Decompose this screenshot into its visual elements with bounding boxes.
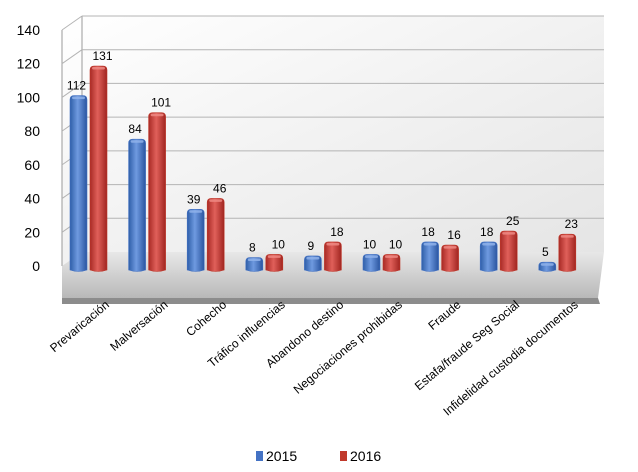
data-label-2016: 18 bbox=[330, 225, 344, 239]
data-label-2016: 101 bbox=[151, 96, 171, 110]
legend-label: 2015 bbox=[266, 448, 297, 464]
data-label-2016: 16 bbox=[447, 228, 461, 242]
bar-2016-fraude bbox=[441, 244, 459, 272]
bar-2016-negociaciones-prohibidas bbox=[382, 254, 401, 272]
gridline-side-100 bbox=[61, 83, 83, 98]
data-label-2015: 5 bbox=[542, 245, 549, 259]
bar-2016-malversacion bbox=[148, 112, 166, 272]
y-tick-label: 40 bbox=[24, 191, 40, 207]
y-tick-label: 60 bbox=[24, 157, 40, 173]
category-label-malversacion: Malversación bbox=[107, 298, 170, 354]
bar-2016-infidelidad-custodia-documentos bbox=[558, 233, 577, 272]
bar-2015-infidelidad-custodia-documentos bbox=[538, 261, 557, 272]
data-label-2016: 10 bbox=[389, 237, 403, 251]
data-label-2016: 23 bbox=[565, 217, 579, 231]
category-label-negociaciones-prohibidas: Negociaciones prohibidas bbox=[291, 298, 405, 397]
data-label-2016: 10 bbox=[272, 237, 286, 251]
legend-item-2016: 2016 bbox=[340, 448, 381, 464]
y-tick-label: 140 bbox=[17, 22, 41, 38]
data-label-2015: 112 bbox=[67, 79, 86, 93]
data-label-2016: 131 bbox=[92, 49, 112, 63]
data-labels: 112 131 84 101 39 46 8 10 9 18 10 10 18 16 18 25 5 23 bbox=[67, 49, 578, 259]
data-label-2015: 9 bbox=[308, 239, 315, 253]
bar-2015-negociaciones-prohibidas bbox=[362, 254, 381, 272]
y-axis-ticks: 0 20 40 60 80 100 120 140 bbox=[17, 22, 41, 274]
data-label-2016: 46 bbox=[213, 181, 227, 195]
bar-2016-cohecho bbox=[206, 198, 225, 272]
data-label-2015: 10 bbox=[363, 237, 377, 251]
y-tick-label: 80 bbox=[24, 123, 40, 139]
y-tick-label: 100 bbox=[17, 89, 41, 105]
legend-item-2015: 2015 bbox=[256, 448, 297, 464]
data-label-2015: 39 bbox=[187, 192, 201, 206]
gridline-side-140 bbox=[61, 15, 83, 31]
bar-2015-malversacion bbox=[128, 138, 146, 272]
y-tick-label: 0 bbox=[32, 258, 40, 274]
bar-2015-estafa-fraude-seg-social bbox=[479, 241, 498, 272]
bar-2016-trafico-influencias bbox=[265, 254, 284, 272]
bar-2015-prevaricacion bbox=[69, 95, 88, 272]
data-label-2015: 18 bbox=[480, 225, 494, 239]
data-label-2015: 18 bbox=[421, 225, 435, 239]
bars bbox=[69, 65, 577, 272]
data-label-2015: 8 bbox=[249, 241, 256, 255]
bar-2015-abandono-destino bbox=[304, 255, 322, 272]
category-label-prevaricacion: Prevaricación bbox=[47, 298, 112, 355]
bar-2015-cohecho bbox=[186, 208, 205, 272]
y-tick-label: 120 bbox=[17, 56, 41, 72]
legend-label: 2016 bbox=[350, 448, 381, 464]
category-label-estafa-fraude-seg-social: Estafa/fraude Seg Social bbox=[412, 298, 522, 394]
bar-2016-prevaricacion bbox=[89, 65, 108, 272]
bar-2016-abandono-destino bbox=[324, 241, 342, 272]
bar-2015-fraude bbox=[421, 241, 439, 272]
data-label-2015: 84 bbox=[128, 122, 142, 136]
y-tick-label: 20 bbox=[24, 224, 40, 240]
legend-swatch bbox=[256, 451, 263, 461]
legend: 2015 2016 bbox=[256, 448, 381, 464]
data-label-2016: 25 bbox=[506, 214, 520, 228]
gridline-side-120 bbox=[61, 49, 83, 65]
bar-2016-estafa-fraude-seg-social bbox=[499, 230, 518, 272]
bar-2015-trafico-influencias bbox=[245, 257, 264, 272]
legend-swatch bbox=[340, 451, 347, 461]
